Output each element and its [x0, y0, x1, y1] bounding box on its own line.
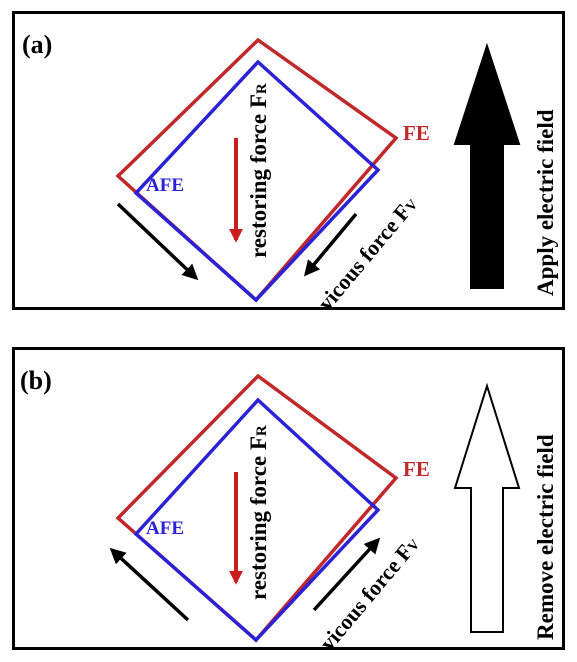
panel-b-field-arrow: [453, 382, 521, 633]
panel-b-motion-arrow-right: [312, 537, 381, 612]
panel-a-restoring-force-text: restoring force FR: [246, 83, 271, 258]
panel-b-restoring-force-text: restoring force FR: [246, 425, 271, 600]
panel-b: (b) FE AFE restoring force FR vicous for…: [12, 347, 565, 655]
panel-a-motion-arrow-left: [116, 202, 199, 281]
panel-a-field-text: Apply electric field: [533, 109, 558, 296]
panel-b-field-text: Remove electric field: [533, 434, 558, 640]
panel-b-label: (b): [20, 366, 52, 395]
panel-a-afe-diamond: [133, 59, 381, 303]
panel-b-afe-label: AFE: [146, 518, 184, 539]
panel-a: (a) FE AFE restoring force FR vicous for…: [12, 11, 565, 315]
panel-b-restoring-force-label: restoring force F: [246, 436, 271, 600]
panel-b-motion-arrow-left: [109, 547, 190, 622]
panel-a-afe-label: AFE: [146, 175, 184, 196]
panel-a-restoring-force-subscript: R: [254, 83, 270, 94]
panel-b-fe-label: FE: [403, 457, 430, 481]
panel-b-restoring-force-subscript: R: [254, 425, 270, 436]
panel-a-restoring-force-label: restoring force F: [246, 94, 271, 258]
panel-b-afe-diamond: [133, 397, 381, 643]
panel-a-label: (a): [22, 30, 52, 59]
panel-a-field-arrow: [453, 42, 521, 289]
panel-a-motion-arrow-right: [303, 212, 358, 277]
panel-a-fe-label: FE: [403, 121, 430, 145]
